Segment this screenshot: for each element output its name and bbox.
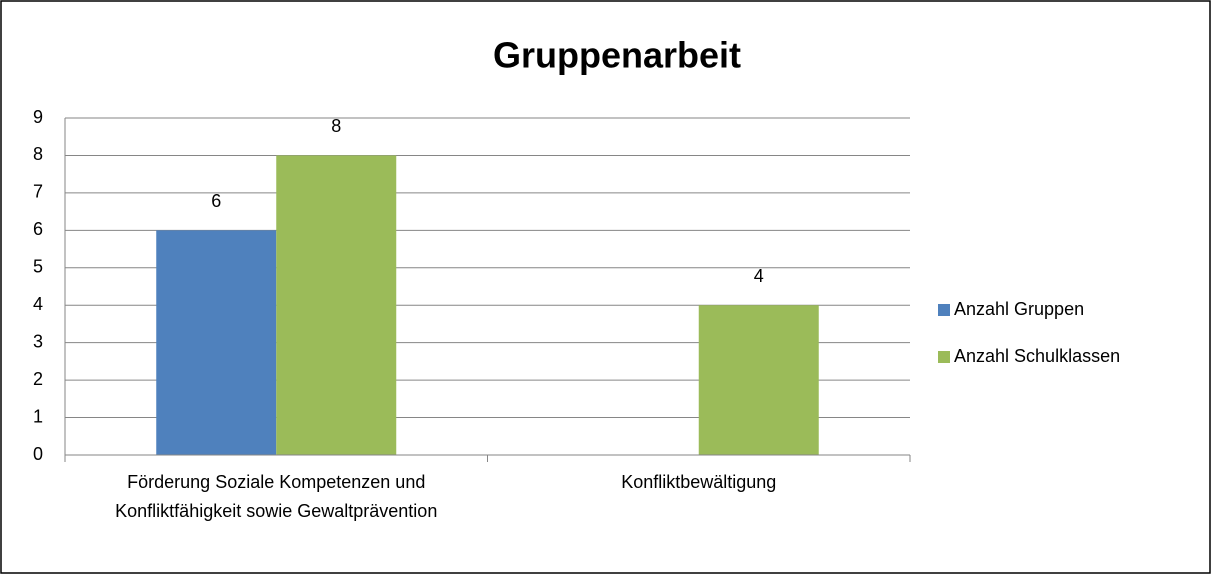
legend-label: Anzahl Gruppen <box>954 299 1084 319</box>
chart-title: Gruppenarbeit <box>493 35 741 76</box>
legend-label: Anzahl Schulklassen <box>954 346 1120 366</box>
data-label: 4 <box>754 266 764 286</box>
y-tick-label: 1 <box>33 406 43 426</box>
legend-swatch <box>938 351 950 363</box>
y-tick-label: 0 <box>33 444 43 464</box>
data-label: 6 <box>211 191 221 211</box>
y-tick-label: 9 <box>33 107 43 127</box>
bar <box>156 230 277 455</box>
bar <box>698 305 819 455</box>
y-tick-label: 7 <box>33 182 43 202</box>
x-tick-label: Konfliktbewältigung <box>621 472 777 492</box>
y-tick-label: 3 <box>33 331 43 351</box>
y-tick-label: 5 <box>33 257 43 277</box>
y-tick-label: 6 <box>33 219 43 239</box>
y-tick-label: 2 <box>33 369 43 389</box>
data-label: 8 <box>331 116 341 136</box>
y-tick-label: 4 <box>33 294 43 314</box>
bar <box>276 155 397 455</box>
y-tick-label: 8 <box>33 144 43 164</box>
x-tick-label: Förderung Soziale Kompetenzen und Konfli… <box>115 472 438 521</box>
legend-swatch <box>938 304 950 316</box>
